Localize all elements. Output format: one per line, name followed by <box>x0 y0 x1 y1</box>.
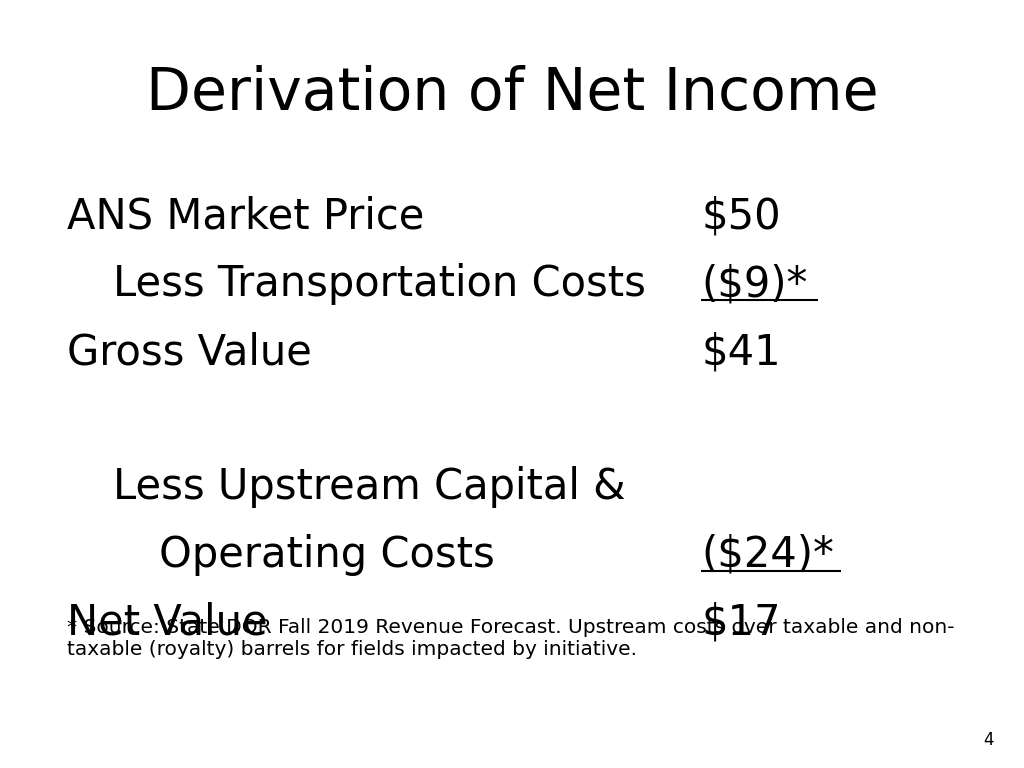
Text: $41: $41 <box>701 331 781 373</box>
Text: 4: 4 <box>983 731 993 749</box>
Text: Gross Value: Gross Value <box>67 331 311 373</box>
Text: $50: $50 <box>701 196 781 238</box>
Text: ANS Market Price: ANS Market Price <box>67 196 424 238</box>
Text: Operating Costs: Operating Costs <box>159 534 495 576</box>
Text: Less Transportation Costs: Less Transportation Costs <box>113 263 645 306</box>
Text: ($24)*: ($24)* <box>701 534 835 576</box>
Text: * Source: State DOR Fall 2019 Revenue Forecast. Upstream costs over taxable and : * Source: State DOR Fall 2019 Revenue Fo… <box>67 618 954 659</box>
Text: Net Value: Net Value <box>67 601 267 644</box>
Text: ($9)*: ($9)* <box>701 263 808 306</box>
Text: Derivation of Net Income: Derivation of Net Income <box>145 65 879 122</box>
Text: Less Upstream Capital &: Less Upstream Capital & <box>113 466 626 508</box>
Text: $17: $17 <box>701 601 781 644</box>
